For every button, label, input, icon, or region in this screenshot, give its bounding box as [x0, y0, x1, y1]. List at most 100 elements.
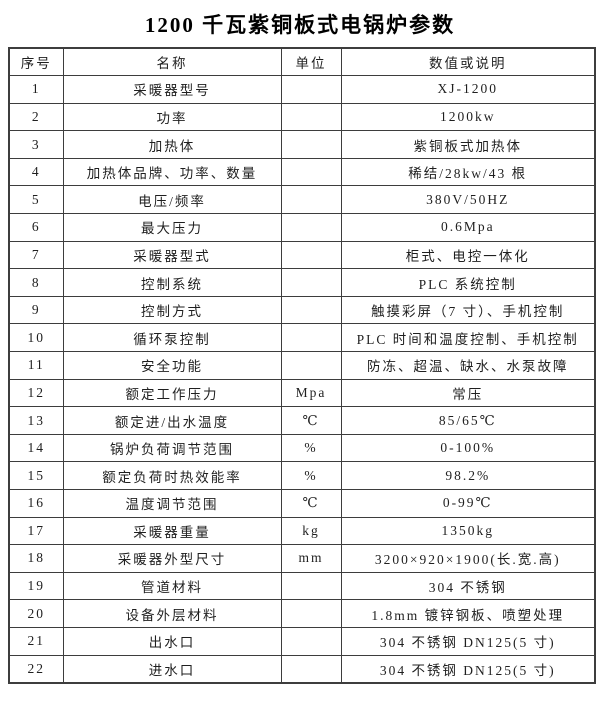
cell-unit	[280, 102, 342, 132]
cell-item-name: 采暖器型号	[62, 75, 282, 104]
cell-item-name: 功率	[62, 102, 282, 132]
table-row: 9 控制方式 触摸彩屏（7 寸）、手机控制	[8, 295, 596, 325]
cell-value: 紫铜板式加热体	[340, 130, 596, 159]
table-row: 4 加热体品牌、功率、数量 稀结/28kw/43 根	[8, 157, 596, 187]
cell-unit	[280, 599, 342, 628]
cell-value: 柜式、电控一体化	[340, 240, 596, 270]
cell-item-name: 控制系统	[62, 268, 282, 297]
cell-value: 0-99℃	[340, 489, 596, 518]
cell-unit	[280, 213, 342, 242]
table-row: 10 循环泵控制 PLC 时间和温度控制、手机控制	[8, 323, 596, 353]
cell-unit	[280, 185, 342, 215]
cell-serial-number: 4	[8, 157, 64, 187]
cell-value: 0-100%	[340, 433, 596, 463]
cell-unit: %	[280, 433, 342, 463]
cell-value: 常压	[340, 378, 596, 408]
cell-unit: Mpa	[280, 378, 342, 408]
cell-value: 0.6Mpa	[340, 213, 596, 242]
header-item-name: 名称	[62, 47, 282, 77]
cell-unit	[280, 323, 342, 353]
cell-item-name: 锅炉负荷调节范围	[62, 433, 282, 463]
table-row: 22 进水口 304 不锈钢 DN125(5 寸)	[8, 654, 596, 684]
cell-item-name: 控制方式	[62, 295, 282, 325]
cell-unit: ℃	[280, 406, 342, 435]
cell-unit: kg	[280, 516, 342, 546]
cell-value: XJ-1200	[340, 75, 596, 104]
table-row: 11 安全功能 防冻、超温、缺水、水泵故障	[8, 351, 596, 380]
table-row: 7 采暖器型式 柜式、电控一体化	[8, 240, 596, 270]
cell-serial-number: 22	[8, 654, 64, 684]
cell-value: 1350kg	[340, 516, 596, 546]
cell-unit	[280, 626, 342, 656]
cell-item-name: 循环泵控制	[62, 323, 282, 353]
cell-unit	[280, 268, 342, 297]
table-row: 8 控制系统 PLC 系统控制	[8, 268, 596, 297]
cell-item-name: 额定进/出水温度	[62, 406, 282, 435]
cell-item-name: 加热体品牌、功率、数量	[62, 157, 282, 187]
cell-item-name: 进水口	[62, 654, 282, 684]
cell-value: 1200kw	[340, 102, 596, 132]
table-row: 2 功率 1200kw	[8, 102, 596, 132]
cell-unit: mm	[280, 544, 342, 573]
cell-value: 防冻、超温、缺水、水泵故障	[340, 351, 596, 380]
cell-serial-number: 10	[8, 323, 64, 353]
table-body: 1 采暖器型号 XJ-1200 2 功率 1200kw 3 加热体 紫铜板式加热体 4 加热体品牌、…	[8, 75, 596, 684]
cell-item-name: 额定负荷时热效能率	[62, 461, 282, 490]
cell-item-name: 采暖器重量	[62, 516, 282, 546]
cell-unit	[280, 351, 342, 380]
table-row: 3 加热体 紫铜板式加热体	[8, 130, 596, 159]
cell-serial-number: 15	[8, 461, 64, 490]
cell-item-name: 设备外层材料	[62, 599, 282, 628]
table-row: 13 额定进/出水温度 ℃ 85/65℃	[8, 406, 596, 435]
cell-value: 85/65℃	[340, 406, 596, 435]
cell-serial-number: 17	[8, 516, 64, 546]
table-row: 12 额定工作压力 Mpa 常压	[8, 378, 596, 408]
cell-item-name: 安全功能	[62, 351, 282, 380]
cell-serial-number: 8	[8, 268, 64, 297]
cell-serial-number: 7	[8, 240, 64, 270]
cell-serial-number: 16	[8, 489, 64, 518]
table-row: 18 采暖器外型尺寸 mm 3200×920×1900(长.宽.高)	[8, 544, 596, 573]
cell-serial-number: 19	[8, 571, 64, 601]
cell-serial-number: 18	[8, 544, 64, 573]
cell-item-name: 温度调节范围	[62, 489, 282, 518]
cell-unit	[280, 654, 342, 684]
cell-value: 触摸彩屏（7 寸）、手机控制	[340, 295, 596, 325]
table-header: 序号 名称 单位 数值或说明	[8, 47, 596, 77]
cell-value: 1.8mm 镀锌钢板、喷塑处理	[340, 599, 596, 628]
cell-item-name: 最大压力	[62, 213, 282, 242]
cell-serial-number: 5	[8, 185, 64, 215]
table-row: 17 采暖器重量 kg 1350kg	[8, 516, 596, 546]
cell-value: 稀结/28kw/43 根	[340, 157, 596, 187]
cell-serial-number: 2	[8, 102, 64, 132]
cell-value: 380V/50HZ	[340, 185, 596, 215]
cell-item-name: 额定工作压力	[62, 378, 282, 408]
cell-item-name: 采暖器型式	[62, 240, 282, 270]
header-serial-number: 序号	[8, 47, 64, 77]
cell-serial-number: 14	[8, 433, 64, 463]
cell-serial-number: 11	[8, 351, 64, 380]
cell-unit	[280, 295, 342, 325]
cell-unit	[280, 157, 342, 187]
table-row: 20 设备外层材料 1.8mm 镀锌钢板、喷塑处理	[8, 599, 596, 628]
table-row: 19 管道材料 304 不锈钢	[8, 571, 596, 601]
cell-item-name: 加热体	[62, 130, 282, 159]
cell-unit: ℃	[280, 489, 342, 518]
header-unit: 单位	[280, 47, 342, 77]
cell-value: 304 不锈钢 DN125(5 寸)	[340, 626, 596, 656]
cell-serial-number: 21	[8, 626, 64, 656]
cell-unit	[280, 75, 342, 104]
cell-serial-number: 13	[8, 406, 64, 435]
table-row: 15 额定负荷时热效能率% 98.2%	[8, 461, 596, 490]
cell-serial-number: 20	[8, 599, 64, 628]
table-row: 5 电压/频率 380V/50HZ	[8, 185, 596, 215]
cell-value: PLC 时间和温度控制、手机控制	[340, 323, 596, 353]
cell-item-name: 采暖器外型尺寸	[62, 544, 282, 573]
table-row: 21 出水口 304 不锈钢 DN125(5 寸)	[8, 626, 596, 656]
cell-serial-number: 9	[8, 295, 64, 325]
cell-serial-number: 3	[8, 130, 64, 159]
cell-unit	[280, 130, 342, 159]
cell-value: 304 不锈钢	[340, 571, 596, 601]
spec-table: 序号 名称 单位 数值或说明 1 采暖器型号 XJ-1200 2 功率 1200kw 3 加热…	[8, 47, 596, 684]
